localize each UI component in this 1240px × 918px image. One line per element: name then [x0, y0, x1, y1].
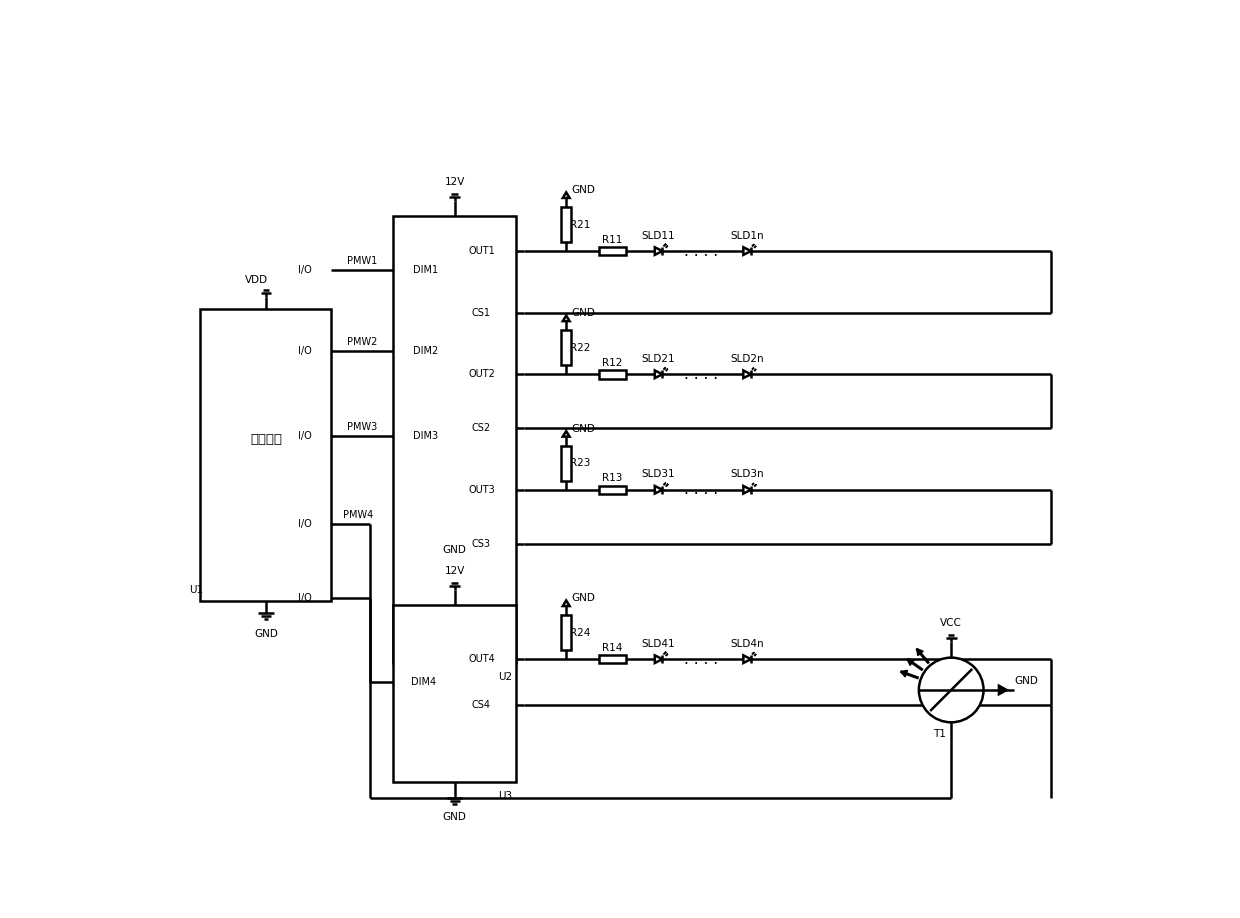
Polygon shape	[900, 670, 908, 677]
Text: GND: GND	[443, 544, 466, 554]
Polygon shape	[563, 600, 569, 606]
Text: PMW4: PMW4	[343, 510, 373, 521]
Text: GND: GND	[572, 308, 595, 319]
Text: . . . .: . . . .	[684, 652, 718, 666]
Bar	[599, 247, 626, 255]
Text: CS2: CS2	[472, 423, 491, 433]
Text: 12V: 12V	[444, 177, 465, 186]
Text: DIM4: DIM4	[412, 677, 436, 688]
Text: R22: R22	[570, 342, 590, 353]
Text: R23: R23	[570, 458, 590, 468]
Polygon shape	[906, 659, 914, 666]
Polygon shape	[916, 649, 923, 655]
Text: U3: U3	[498, 791, 512, 801]
Text: SLD21: SLD21	[642, 353, 676, 364]
Polygon shape	[563, 316, 569, 321]
Text: . . . .: . . . .	[684, 367, 718, 382]
Text: SLD1n: SLD1n	[730, 230, 764, 241]
Polygon shape	[655, 371, 662, 378]
Text: SLD4n: SLD4n	[730, 639, 764, 649]
Text: R12: R12	[603, 358, 622, 368]
Text: 12V: 12V	[444, 565, 465, 576]
Polygon shape	[563, 193, 569, 198]
Text: T1: T1	[934, 729, 946, 739]
Text: SLD3n: SLD3n	[730, 469, 764, 479]
Text: GND: GND	[572, 593, 595, 603]
Text: DIM2: DIM2	[413, 346, 438, 356]
Bar	[562, 207, 572, 241]
Text: SLD31: SLD31	[642, 469, 676, 479]
Text: R21: R21	[570, 219, 590, 230]
Bar	[562, 446, 572, 480]
Text: . . . .: . . . .	[684, 482, 718, 498]
Text: DIM1: DIM1	[413, 265, 438, 275]
Text: CS3: CS3	[472, 539, 491, 549]
Text: I/O: I/O	[298, 593, 311, 602]
Polygon shape	[563, 431, 569, 437]
Bar	[393, 605, 516, 782]
Bar	[599, 486, 626, 494]
Text: PMW2: PMW2	[347, 337, 377, 347]
Text: PMW1: PMW1	[347, 256, 377, 266]
Text: GND: GND	[443, 812, 466, 822]
Polygon shape	[999, 686, 1007, 694]
Bar	[201, 308, 331, 601]
Text: OUT2: OUT2	[467, 369, 495, 379]
Text: I/O: I/O	[298, 265, 311, 275]
Text: 微控制器: 微控制器	[250, 433, 281, 446]
Text: SLD2n: SLD2n	[730, 353, 764, 364]
Text: U1: U1	[188, 585, 203, 595]
Text: I/O: I/O	[298, 520, 311, 530]
Polygon shape	[655, 655, 662, 663]
Polygon shape	[743, 655, 751, 663]
Bar	[599, 655, 626, 664]
Text: . . . .: . . . .	[684, 243, 718, 259]
Bar	[562, 330, 572, 365]
Text: R11: R11	[603, 234, 622, 244]
Text: R13: R13	[603, 473, 622, 483]
Text: R14: R14	[603, 643, 622, 653]
Circle shape	[919, 657, 983, 722]
Text: CS4: CS4	[472, 700, 491, 711]
Polygon shape	[655, 486, 662, 494]
Text: OUT4: OUT4	[469, 655, 495, 664]
Text: SLD41: SLD41	[642, 639, 676, 649]
Text: SLD11: SLD11	[642, 230, 676, 241]
Text: I/O: I/O	[298, 431, 311, 441]
Text: CS1: CS1	[472, 308, 491, 318]
Polygon shape	[743, 371, 751, 378]
Text: I/O: I/O	[298, 346, 311, 356]
Polygon shape	[655, 247, 662, 255]
Text: GND: GND	[572, 424, 595, 434]
Text: GND: GND	[254, 629, 278, 639]
Bar	[562, 615, 572, 650]
Text: OUT1: OUT1	[469, 246, 495, 256]
Text: PMW3: PMW3	[347, 421, 377, 431]
Text: U2: U2	[498, 672, 512, 682]
Text: R24: R24	[570, 628, 590, 638]
Bar	[393, 217, 516, 663]
Polygon shape	[743, 247, 751, 255]
Text: VDD: VDD	[246, 274, 268, 285]
Text: OUT3: OUT3	[469, 485, 495, 495]
Text: GND: GND	[1014, 676, 1038, 686]
Polygon shape	[743, 486, 751, 494]
Text: DIM3: DIM3	[413, 431, 438, 441]
Text: GND: GND	[572, 185, 595, 196]
Bar	[599, 370, 626, 378]
Text: VCC: VCC	[940, 618, 962, 628]
